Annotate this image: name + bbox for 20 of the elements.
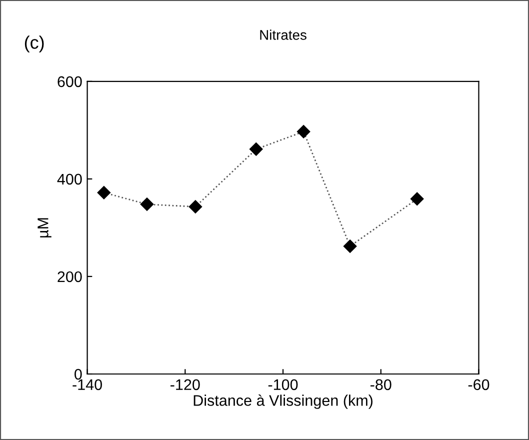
point: [343, 240, 357, 253]
point: [296, 125, 310, 138]
point: [188, 200, 202, 214]
x-tick-label: -80: [370, 379, 392, 390]
x-tick-label: -60: [468, 379, 490, 390]
point: [410, 192, 424, 206]
y-tick-label: 200: [58, 271, 82, 282]
x-tick-label: -100: [268, 379, 298, 390]
y-tick-label: 400: [57, 174, 82, 185]
text: (c): [24, 36, 44, 52]
chart-title: Nitrates: [260, 30, 306, 40]
x-tick-label: -120: [170, 379, 200, 390]
y-tick-label: 600: [58, 76, 82, 88]
point: [250, 142, 263, 156]
y-tick-label: 0: [74, 368, 82, 380]
point: [97, 186, 111, 200]
y-axis-title: µM: [38, 218, 52, 238]
x-tick-label: -140: [72, 379, 102, 390]
x-axis-title: Distance à Vlissingen (km): [194, 394, 372, 409]
point: [140, 198, 154, 211]
